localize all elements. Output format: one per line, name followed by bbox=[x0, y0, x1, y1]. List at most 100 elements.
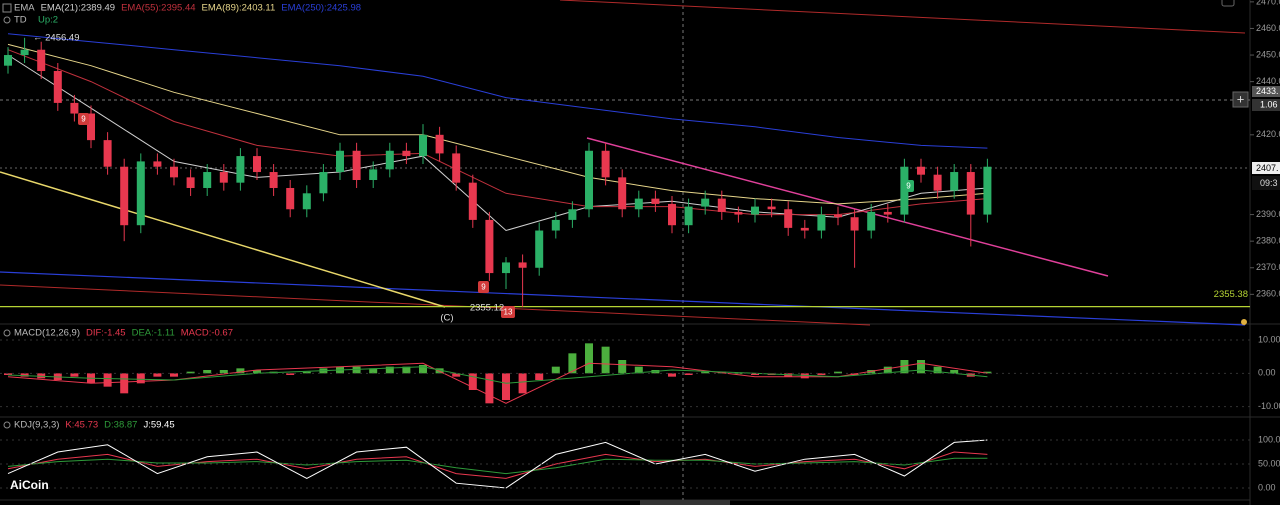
candle-body bbox=[983, 166, 992, 215]
candle-body bbox=[186, 177, 195, 188]
crosshair-price-badge bbox=[1252, 86, 1280, 97]
td-count: 9 bbox=[481, 283, 486, 292]
legend-entry: J:59.45 bbox=[143, 420, 174, 431]
candle-body bbox=[435, 134, 444, 154]
histogram-bar bbox=[983, 371, 992, 374]
histogram-bar bbox=[551, 366, 560, 374]
candle-body bbox=[684, 206, 693, 226]
candle-body bbox=[917, 166, 925, 175]
candle-body bbox=[336, 150, 344, 173]
histogram-bar bbox=[917, 360, 925, 374]
candle-body bbox=[468, 182, 477, 220]
histogram-bar bbox=[585, 343, 593, 374]
histogram-bar bbox=[170, 373, 178, 377]
candle-body bbox=[419, 134, 427, 157]
countdown-badge bbox=[1252, 176, 1280, 190]
add-button[interactable] bbox=[1232, 91, 1249, 108]
candle-body bbox=[170, 166, 178, 178]
histogram-bar bbox=[518, 373, 527, 394]
candle-body bbox=[950, 172, 959, 191]
td-count: 13 bbox=[504, 308, 513, 317]
histogram-bar bbox=[186, 371, 195, 374]
histogram-bar bbox=[950, 370, 959, 374]
settings-icon[interactable] bbox=[1221, 0, 1235, 7]
candle-body bbox=[269, 172, 278, 188]
indicator-line bbox=[7, 43, 988, 205]
countdown: 09:3 bbox=[1260, 178, 1278, 188]
td-badge bbox=[903, 180, 914, 192]
histogram-bar bbox=[568, 353, 577, 374]
candle-body bbox=[302, 193, 311, 210]
channel-line bbox=[0, 271, 1246, 326]
histogram-bar bbox=[634, 366, 643, 374]
legend-entry: MACD:-0.67 bbox=[181, 328, 233, 339]
y-tick-label: 2440.00 bbox=[1256, 76, 1280, 86]
channel-line bbox=[0, 284, 871, 326]
indicator-line bbox=[7, 33, 988, 149]
td-badge bbox=[478, 281, 489, 293]
legend-entry: EMA(250):2425.98 bbox=[281, 3, 361, 14]
trend-line bbox=[559, 0, 1246, 34]
candle-body bbox=[4, 55, 12, 66]
indicator-title: TD bbox=[14, 15, 27, 26]
candle-body bbox=[585, 150, 593, 210]
candle-body bbox=[452, 153, 461, 183]
candle-body bbox=[219, 172, 228, 183]
candle-body bbox=[535, 230, 544, 268]
indicator-title: KDJ(9,3,3) bbox=[14, 420, 59, 431]
y-tick-label: 10.00 bbox=[1258, 334, 1280, 344]
candle-body bbox=[153, 161, 162, 167]
indicator-icon bbox=[3, 421, 11, 429]
legend-entry: EMA(21):2389.49 bbox=[41, 3, 115, 14]
indicator-line bbox=[7, 457, 988, 475]
candle-body bbox=[751, 206, 759, 215]
histogram-bar bbox=[103, 373, 112, 387]
candle-body bbox=[385, 150, 394, 170]
histogram-bar bbox=[834, 371, 842, 374]
candle-body bbox=[236, 156, 245, 183]
y-tick-label: 2420.00 bbox=[1256, 129, 1280, 139]
candle-body bbox=[502, 262, 510, 274]
histogram-bar bbox=[253, 370, 261, 374]
histogram-bar bbox=[468, 373, 477, 390]
price-axis: 2360.00 2370.00 2380.00 2390.00 2420.00 2440.… bbox=[0, 0, 1280, 492]
histogram-bar bbox=[20, 373, 29, 377]
histogram-bar bbox=[618, 360, 627, 374]
last-price: 2407. bbox=[1256, 163, 1279, 173]
candle-body bbox=[253, 156, 261, 173]
high-label: ← 2456.49 bbox=[33, 33, 79, 44]
candle-body bbox=[601, 150, 610, 178]
histogram-bar bbox=[900, 360, 909, 374]
candle-body bbox=[120, 166, 129, 226]
add-button-icon: + bbox=[1237, 91, 1245, 106]
histogram-bar bbox=[668, 373, 676, 377]
candle-body bbox=[834, 214, 842, 218]
histogram-bar bbox=[601, 346, 610, 374]
histogram-bar bbox=[352, 366, 361, 374]
low-label: 2355.12 bbox=[470, 303, 504, 314]
candle-body bbox=[734, 211, 743, 215]
crosshair-price: 2433. bbox=[1256, 86, 1279, 96]
histogram-bar bbox=[817, 373, 826, 375]
histogram-bar bbox=[120, 373, 129, 394]
candle-body bbox=[369, 169, 378, 181]
candle-body bbox=[568, 209, 577, 220]
crosshair-change-badge bbox=[1252, 99, 1280, 111]
histogram-bar bbox=[219, 370, 228, 374]
candle-body bbox=[136, 161, 145, 226]
candle-body bbox=[20, 49, 29, 56]
legend-entry: DIF:-1.45 bbox=[86, 328, 126, 339]
histogram-bar bbox=[236, 368, 245, 374]
last-price-badge bbox=[1252, 162, 1280, 174]
candle-body bbox=[800, 227, 809, 231]
candle-body bbox=[286, 187, 295, 210]
scroll-dot bbox=[1241, 319, 1247, 325]
legend-entry: EMA(89):2403.11 bbox=[202, 3, 276, 14]
y-tick-label: 2460.00 bbox=[1256, 23, 1280, 33]
candle-body bbox=[518, 262, 527, 268]
histogram-bar bbox=[136, 373, 145, 384]
candle-body bbox=[668, 203, 676, 226]
y-tick-label: 2470.00 bbox=[1256, 0, 1280, 6]
